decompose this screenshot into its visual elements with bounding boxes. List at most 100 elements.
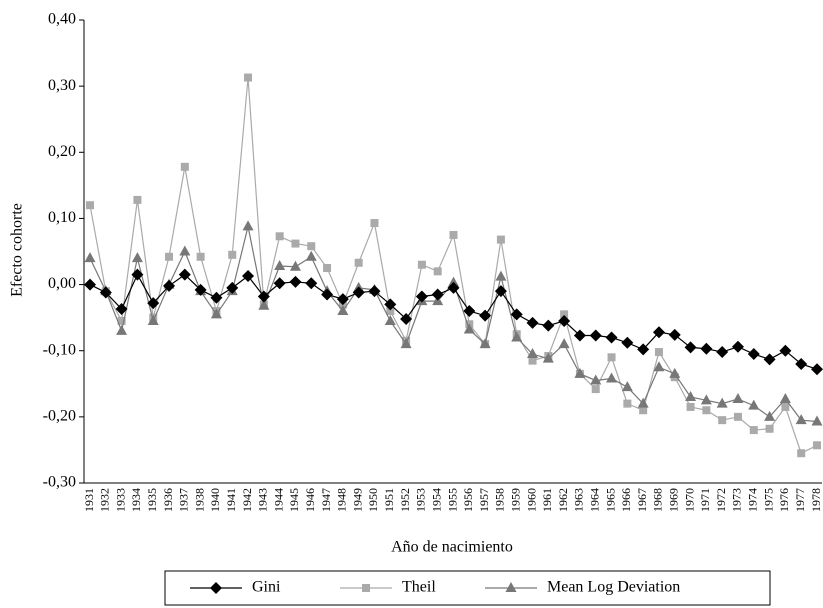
- marker: [242, 220, 254, 231]
- x-tick-label: 1961: [540, 488, 554, 512]
- marker: [528, 356, 537, 365]
- x-tick-label: 1953: [414, 488, 428, 512]
- x-tick-label: 1965: [603, 488, 617, 512]
- marker: [289, 260, 301, 271]
- x-tick-label: 1959: [508, 488, 522, 512]
- marker: [763, 353, 776, 366]
- x-tick-label: 1942: [240, 488, 254, 512]
- marker: [210, 308, 222, 319]
- x-tick-label: 1945: [287, 488, 301, 512]
- marker: [621, 336, 634, 349]
- x-tick-label: 1963: [572, 488, 586, 512]
- marker: [133, 195, 142, 204]
- marker: [496, 235, 505, 244]
- marker: [99, 286, 112, 299]
- marker: [510, 308, 523, 321]
- marker: [733, 412, 742, 421]
- marker: [448, 276, 459, 287]
- marker: [323, 264, 332, 273]
- marker: [147, 314, 159, 325]
- x-tick-label: 1950: [366, 488, 380, 512]
- marker: [228, 250, 237, 259]
- marker: [431, 288, 444, 301]
- x-tick-label: 1966: [619, 488, 633, 512]
- marker: [321, 288, 334, 301]
- x-tick-label: 1937: [177, 488, 191, 512]
- marker: [590, 374, 602, 385]
- marker: [352, 286, 365, 299]
- marker: [384, 314, 396, 325]
- marker: [84, 252, 96, 263]
- marker: [362, 584, 370, 592]
- x-tick-label: 1960: [524, 488, 538, 512]
- legend-box: [164, 570, 771, 606]
- marker: [115, 303, 128, 316]
- marker: [147, 297, 160, 310]
- marker: [732, 392, 744, 403]
- marker: [505, 582, 517, 592]
- marker: [242, 269, 255, 282]
- y-tick-label: 0,00: [48, 275, 76, 292]
- marker: [210, 291, 223, 304]
- marker: [400, 312, 413, 325]
- marker: [700, 394, 712, 405]
- x-tick-label: 1958: [493, 488, 507, 512]
- y-tick-label: 0,10: [48, 209, 76, 226]
- y-tick-label: 0,40: [48, 11, 76, 28]
- x-tick-label: 1971: [698, 488, 712, 512]
- marker: [813, 441, 821, 450]
- x-tick-label: 1941: [224, 488, 238, 512]
- marker: [463, 305, 476, 318]
- marker: [797, 449, 806, 458]
- y-tick-label: 0,20: [48, 143, 76, 160]
- x-tick-label: 1956: [461, 488, 475, 512]
- x-tick-label: 1938: [192, 488, 206, 512]
- marker: [637, 397, 649, 408]
- legend-label: Gini: [252, 579, 281, 596]
- marker: [494, 285, 507, 298]
- marker: [165, 252, 174, 261]
- marker: [370, 219, 379, 228]
- marker: [354, 258, 363, 267]
- marker: [716, 346, 729, 359]
- marker: [337, 305, 349, 316]
- marker: [117, 316, 126, 325]
- marker: [605, 331, 618, 344]
- marker: [178, 268, 191, 281]
- marker: [273, 277, 286, 290]
- x-tick-label: 1978: [809, 488, 823, 512]
- x-tick-label: 1943: [256, 488, 270, 512]
- marker: [781, 402, 790, 411]
- marker: [637, 343, 650, 356]
- x-tick-label: 1954: [429, 488, 443, 512]
- marker: [415, 290, 428, 303]
- marker: [749, 426, 758, 435]
- marker: [795, 414, 807, 425]
- x-tick-label: 1970: [682, 488, 696, 512]
- marker: [258, 299, 270, 310]
- marker: [194, 283, 207, 296]
- marker: [447, 281, 460, 294]
- x-tick-label: 1934: [129, 488, 143, 512]
- marker: [86, 201, 94, 210]
- marker: [307, 242, 316, 251]
- x-tick-label: 1935: [145, 488, 159, 512]
- marker: [623, 399, 632, 408]
- x-tick-label: 1977: [793, 488, 807, 512]
- marker: [116, 324, 128, 335]
- x-tick-label: 1931: [82, 488, 96, 512]
- x-tick-label: 1955: [445, 488, 459, 512]
- marker: [606, 372, 618, 383]
- marker: [180, 162, 189, 171]
- marker: [700, 342, 713, 355]
- marker: [179, 245, 191, 256]
- marker: [811, 415, 823, 426]
- x-tick-label: 1962: [556, 488, 570, 512]
- marker: [718, 416, 727, 425]
- marker: [542, 352, 554, 363]
- marker: [669, 367, 681, 378]
- marker: [479, 309, 492, 322]
- marker: [291, 239, 300, 248]
- marker: [639, 406, 648, 415]
- legend-label: Mean Log Deviation: [547, 579, 680, 596]
